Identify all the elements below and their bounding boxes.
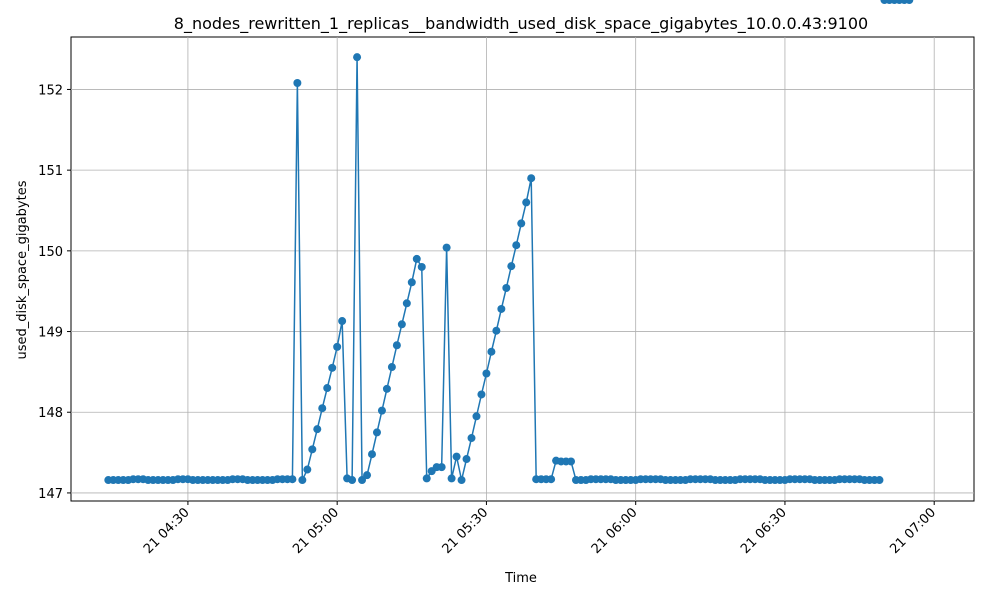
data-point [452, 452, 461, 461]
x-axis-label: Time [504, 571, 537, 586]
data-point [392, 341, 401, 350]
grid [71, 37, 974, 501]
data-point [358, 476, 367, 485]
data-point [467, 434, 476, 443]
data-point [417, 262, 426, 271]
y-axis-label: used_disk_space_gigabytes [15, 180, 30, 359]
data-point [303, 465, 312, 474]
data-point [368, 450, 376, 459]
data-point [487, 347, 496, 356]
data-point [402, 299, 411, 308]
y-tick-label: 151 [38, 164, 63, 179]
data-point [502, 283, 511, 292]
data-point [875, 476, 884, 485]
chart-title: 8_nodes_rewritten_1_replicas__bandwidth_… [174, 14, 868, 34]
x-tick-label: 21 04:30 [141, 505, 193, 557]
x-axis-ticks: 21 04:30 21 05:00 21 05:30 21 06:00 21 06:30… [141, 501, 939, 557]
y-axis-ticks: 147 148 149 150 151 152 [38, 83, 71, 502]
data-point [522, 198, 531, 207]
data-point [447, 474, 456, 483]
data-point [512, 241, 521, 250]
data-point [492, 326, 501, 335]
data-point [482, 369, 491, 378]
data-point [517, 219, 526, 228]
data-point [527, 174, 536, 183]
data-point [313, 425, 322, 434]
x-tick-label: 21 05:00 [290, 505, 342, 557]
data-point [477, 390, 486, 399]
data-point [382, 384, 391, 393]
data-point [363, 471, 372, 480]
data-point [293, 79, 302, 87]
y-tick-label: 150 [38, 245, 63, 260]
data-point [318, 404, 327, 413]
data-point [298, 476, 307, 485]
data-point [507, 262, 516, 271]
data-point [472, 412, 481, 421]
y-tick-label: 149 [38, 326, 63, 341]
y-tick-label: 147 [38, 487, 63, 502]
data-point [437, 463, 446, 472]
x-tick-label: 21 05:30 [440, 505, 492, 557]
data-point [412, 254, 421, 263]
data-point [372, 428, 381, 437]
y-tick-label: 148 [38, 406, 63, 421]
data-point [905, 0, 914, 4]
y-tick-label: 152 [38, 83, 63, 98]
data-point [333, 342, 342, 351]
data-point [328, 363, 337, 372]
data-point [288, 475, 297, 484]
x-tick-label: 21 07:00 [887, 505, 939, 557]
series-layer [104, 0, 914, 485]
x-tick-label: 21 06:30 [738, 505, 790, 557]
data-point [497, 304, 506, 313]
data-point [353, 53, 362, 62]
data-point [397, 320, 406, 329]
data-point [377, 406, 386, 415]
data-point [323, 384, 332, 393]
data-point [422, 474, 431, 483]
data-point [547, 475, 556, 484]
plot-area [70, 36, 975, 502]
data-point [442, 243, 451, 252]
data-point [387, 363, 396, 372]
data-point [348, 476, 357, 485]
data-point [338, 317, 347, 326]
x-tick-label: 21 06:00 [589, 505, 641, 557]
data-point [567, 457, 576, 466]
data-point [407, 278, 416, 287]
data-point [457, 476, 466, 485]
data-point [462, 455, 471, 464]
data-point [308, 445, 317, 454]
